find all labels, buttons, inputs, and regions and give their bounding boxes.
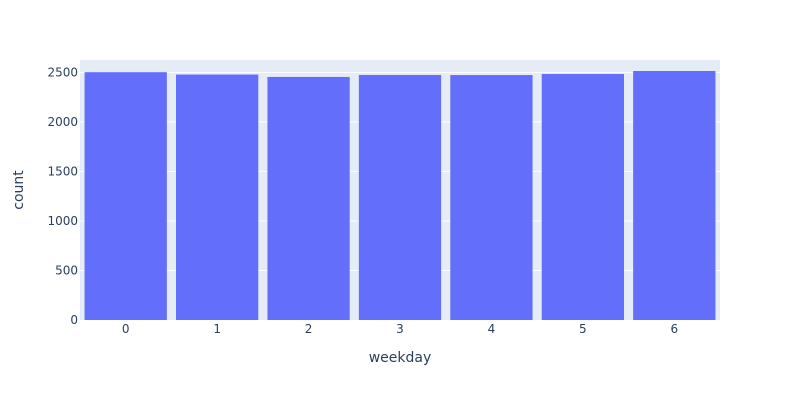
bar-6[interactable] — [633, 70, 716, 320]
x-tick-label: 4 — [488, 322, 496, 336]
y-tick-label: 1500 — [47, 164, 78, 178]
x-tick-label: 0 — [122, 322, 130, 336]
bar-2[interactable] — [267, 76, 350, 321]
y-tick-label: 2000 — [47, 115, 78, 129]
bar-3[interactable] — [358, 74, 442, 320]
x-tick-label: 5 — [579, 322, 587, 336]
bar-5[interactable] — [541, 73, 624, 320]
y-axis-title: count — [11, 170, 27, 210]
x-axis-title: weekday — [369, 350, 432, 366]
y-tick-label: 0 — [70, 313, 78, 327]
bars — [84, 70, 716, 321]
bar-4[interactable] — [450, 75, 533, 320]
y-tick-label: 500 — [55, 263, 78, 277]
y-tick-label: 2500 — [47, 65, 78, 79]
x-tick-label: 6 — [670, 322, 678, 336]
y-tick-labels: 0 500 1000 1500 2000 2500 — [47, 65, 78, 327]
x-tick-label: 2 — [305, 322, 313, 336]
x-tick-label: 3 — [396, 322, 404, 336]
x-tick-labels: 0 1 2 3 4 5 6 — [122, 322, 678, 336]
bar-1[interactable] — [176, 74, 259, 320]
x-tick-label: 1 — [213, 322, 221, 336]
bar-0[interactable] — [84, 72, 167, 320]
y-tick-label: 1000 — [47, 214, 78, 228]
